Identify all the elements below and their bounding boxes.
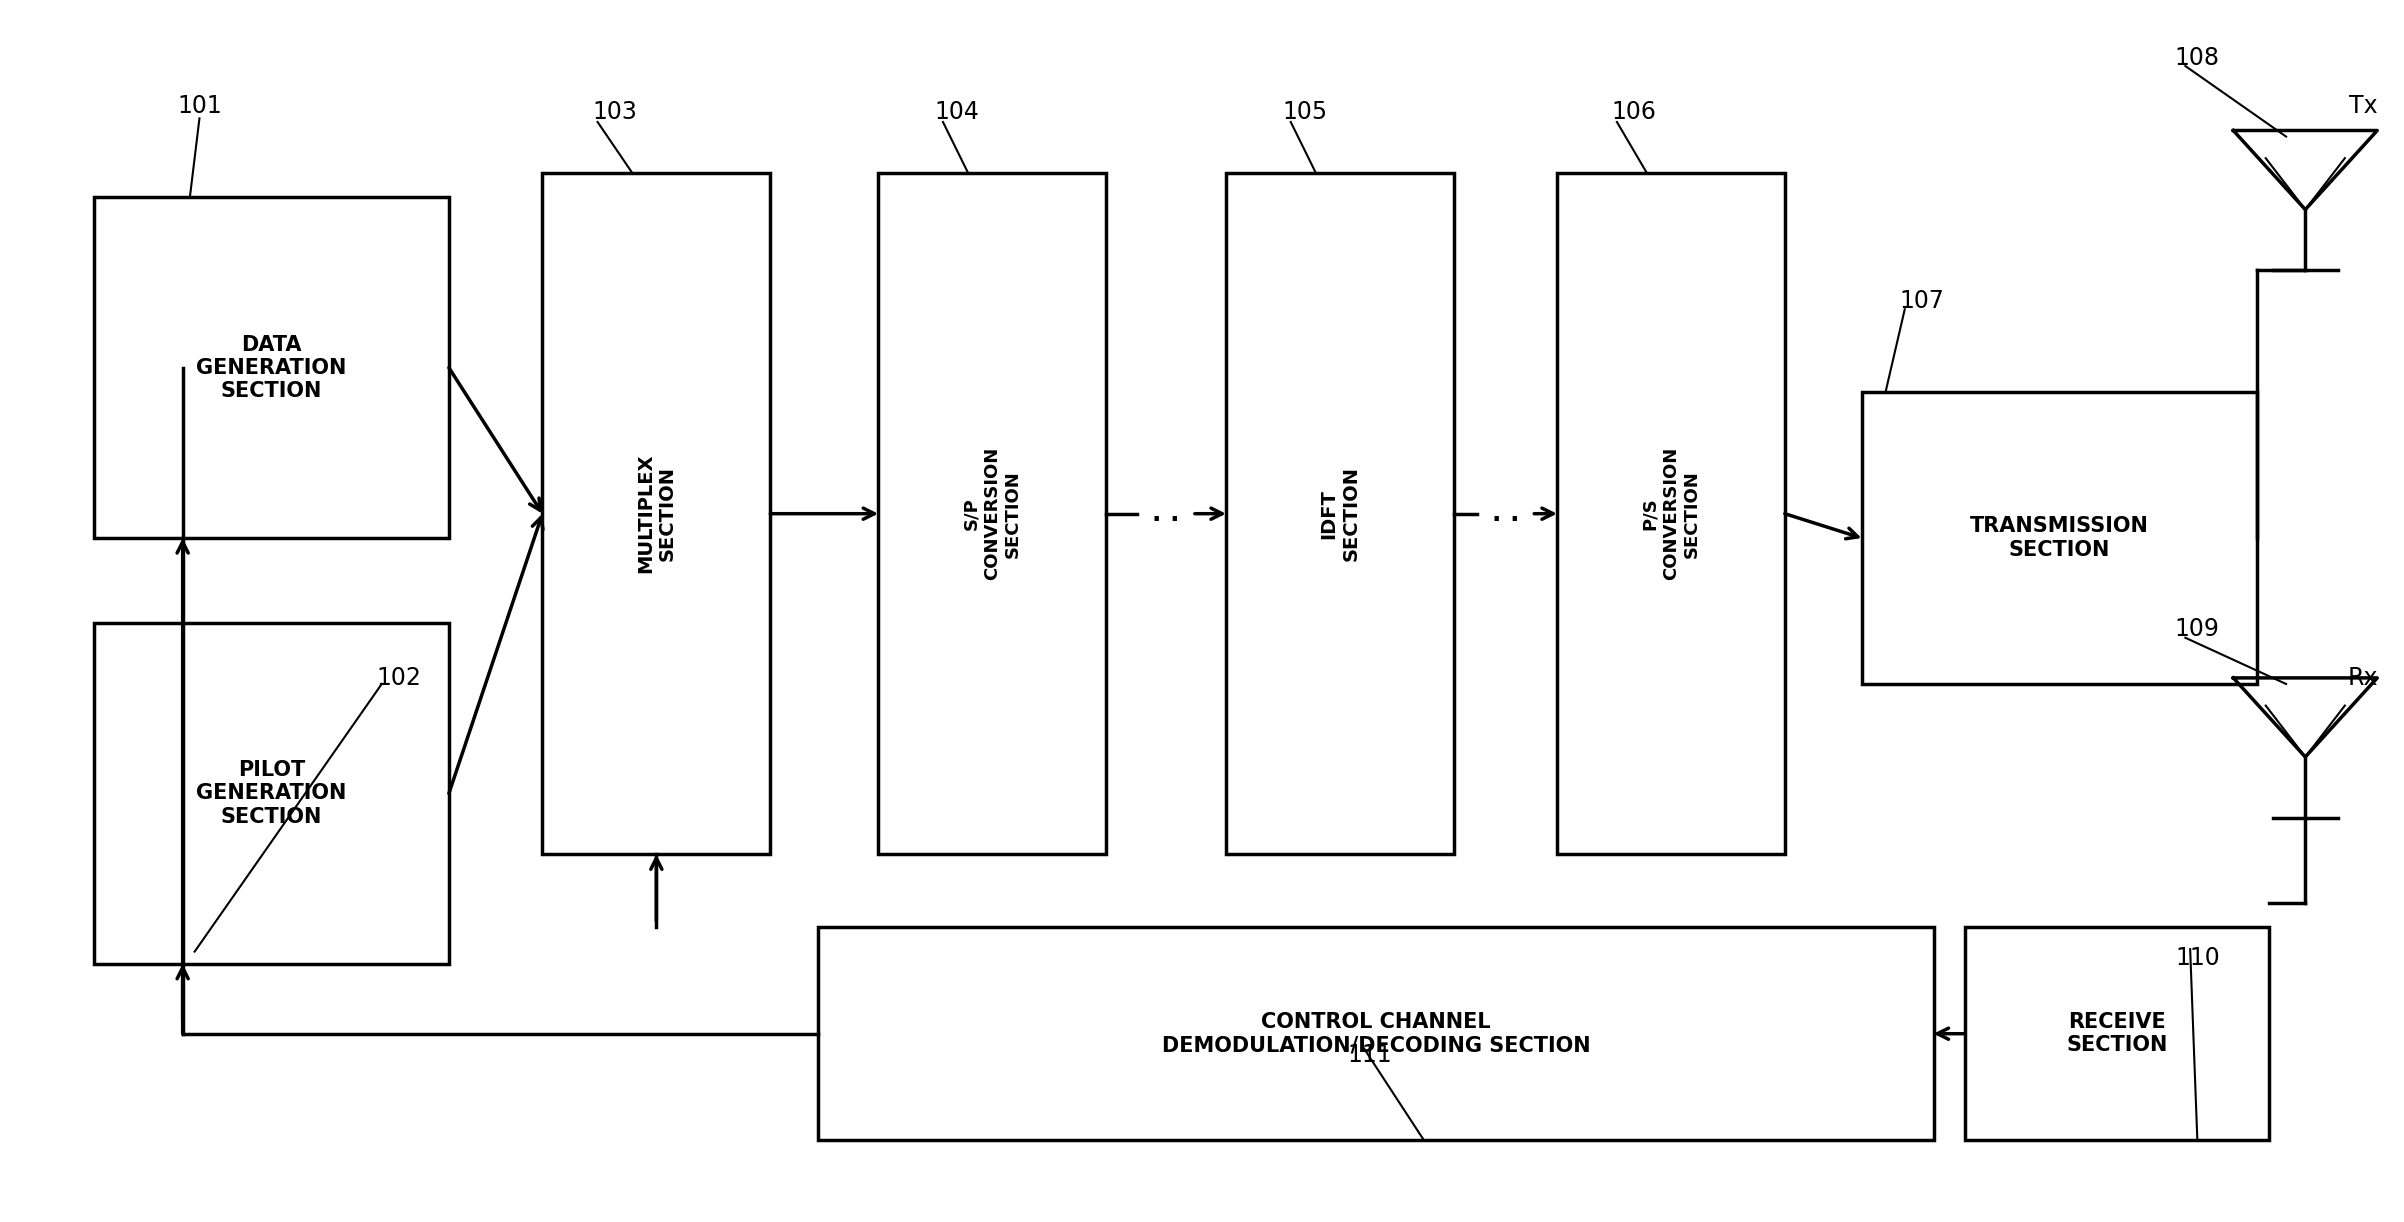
Text: . .: . .: [1152, 502, 1180, 525]
Bar: [94, 623, 450, 964]
Text: RECEIVE
SECTION: RECEIVE SECTION: [2067, 1012, 2168, 1056]
Text: 107: 107: [1899, 288, 1945, 313]
Bar: [1964, 927, 2269, 1140]
Text: PILOT
GENERATION
SECTION: PILOT GENERATION SECTION: [197, 760, 346, 826]
Bar: [94, 198, 450, 538]
Bar: [817, 927, 1933, 1140]
Bar: [1558, 174, 1784, 854]
Text: 101: 101: [178, 94, 221, 119]
Text: 104: 104: [935, 100, 981, 125]
Text: . .: . .: [1490, 502, 1519, 525]
Text: 103: 103: [591, 100, 637, 125]
Text: 109: 109: [2176, 617, 2219, 642]
Text: Tx: Tx: [2349, 94, 2378, 119]
Text: DATA
GENERATION
SECTION: DATA GENERATION SECTION: [197, 335, 346, 401]
Text: S/P
CONVERSION
SECTION: S/P CONVERSION SECTION: [962, 447, 1022, 580]
Text: CONTROL CHANNEL
DEMODULATION/DECODING SECTION: CONTROL CHANNEL DEMODULATION/DECODING SE…: [1161, 1012, 1589, 1056]
Bar: [1861, 392, 2257, 684]
Text: 111: 111: [1349, 1044, 1392, 1067]
Text: MULTIPLEX
SECTION: MULTIPLEX SECTION: [635, 453, 678, 573]
Text: 108: 108: [2176, 45, 2219, 70]
Text: 106: 106: [1611, 100, 1656, 125]
Text: IDFT
SECTION: IDFT SECTION: [1320, 466, 1361, 561]
Text: 105: 105: [1284, 100, 1327, 125]
Text: 102: 102: [375, 666, 421, 690]
Text: TRANSMISSION
SECTION: TRANSMISSION SECTION: [1969, 517, 2149, 560]
Bar: [543, 174, 769, 854]
Text: P/S
CONVERSION
SECTION: P/S CONVERSION SECTION: [1642, 447, 1700, 580]
Bar: [1226, 174, 1454, 854]
Text: 110: 110: [2176, 946, 2219, 970]
Text: Rx: Rx: [2349, 666, 2378, 690]
Bar: [877, 174, 1106, 854]
